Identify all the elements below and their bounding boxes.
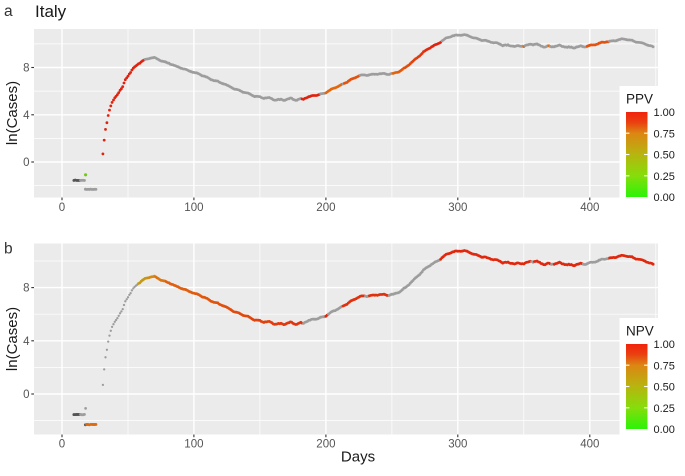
- svg-text:0: 0: [59, 202, 65, 214]
- svg-text:400: 400: [580, 202, 599, 214]
- svg-text:0: 0: [23, 157, 29, 169]
- svg-text:ln(Cases): ln(Cases): [4, 81, 21, 145]
- svg-text:0: 0: [23, 389, 29, 401]
- svg-text:PPV: PPV: [626, 92, 653, 107]
- svg-text:a: a: [4, 3, 13, 20]
- svg-text:100: 100: [184, 439, 203, 451]
- svg-text:0.50: 0.50: [654, 382, 675, 394]
- svg-text:400: 400: [580, 439, 599, 451]
- svg-text:100: 100: [184, 202, 203, 214]
- svg-text:8: 8: [23, 63, 29, 75]
- svg-text:ln(Cases): ln(Cases): [4, 307, 21, 371]
- svg-text:0.00: 0.00: [654, 192, 675, 204]
- svg-text:NPV: NPV: [626, 324, 654, 339]
- svg-text:0.25: 0.25: [654, 171, 675, 183]
- svg-text:0: 0: [59, 439, 65, 451]
- svg-text:Days: Days: [341, 449, 375, 466]
- svg-text:4: 4: [23, 336, 30, 348]
- svg-text:200: 200: [316, 439, 335, 451]
- svg-text:0.75: 0.75: [654, 360, 675, 372]
- svg-text:8: 8: [23, 283, 29, 295]
- svg-text:0.50: 0.50: [654, 150, 675, 162]
- svg-text:0.25: 0.25: [654, 403, 675, 415]
- svg-text:4: 4: [23, 110, 30, 122]
- svg-text:200: 200: [316, 202, 335, 214]
- svg-text:Italy: Italy: [35, 2, 67, 21]
- svg-text:b: b: [4, 241, 13, 258]
- svg-text:300: 300: [448, 202, 467, 214]
- svg-text:0.75: 0.75: [654, 128, 675, 140]
- svg-text:300: 300: [448, 439, 467, 451]
- svg-text:1.00: 1.00: [654, 107, 675, 119]
- svg-text:1.00: 1.00: [654, 339, 675, 351]
- svg-text:0.00: 0.00: [654, 424, 675, 436]
